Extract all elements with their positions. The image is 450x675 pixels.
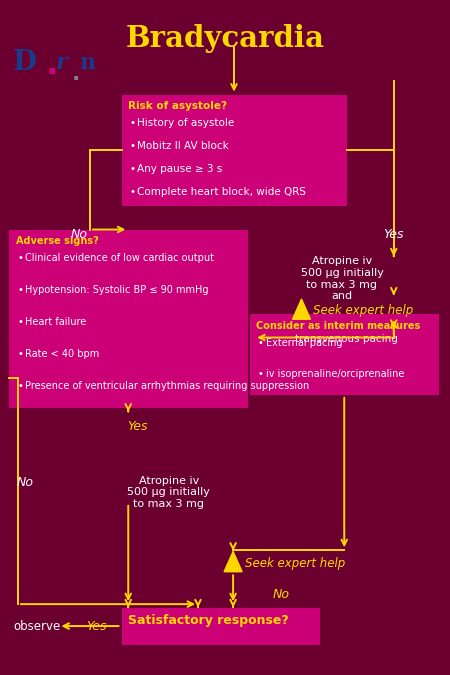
Text: Adverse signs?: Adverse signs? xyxy=(16,236,99,246)
Text: Atropine iv
500 μg initially
to max 3 mg
and: Atropine iv 500 μg initially to max 3 mg… xyxy=(301,256,383,301)
Text: Seek expert help: Seek expert help xyxy=(245,557,346,570)
Text: No: No xyxy=(273,587,290,601)
Text: •: • xyxy=(258,369,264,379)
Text: Seek expert help: Seek expert help xyxy=(313,304,413,317)
Text: Complete heart block, wide QRS: Complete heart block, wide QRS xyxy=(137,188,306,198)
Text: •: • xyxy=(130,141,135,151)
Text: •: • xyxy=(17,253,23,263)
Text: History of asystole: History of asystole xyxy=(137,118,234,128)
Text: No: No xyxy=(16,476,33,489)
Text: •: • xyxy=(130,188,135,198)
FancyBboxPatch shape xyxy=(9,230,248,408)
Text: Rate < 40 bpm: Rate < 40 bpm xyxy=(25,349,99,359)
Text: External pacing: External pacing xyxy=(266,338,342,348)
Text: Risk of asystole?: Risk of asystole? xyxy=(128,101,227,111)
Text: iv isoprenaline/orciprenaline: iv isoprenaline/orciprenaline xyxy=(266,369,404,379)
Text: Presence of ventricular arrhythmias requiring suppression: Presence of ventricular arrhythmias requ… xyxy=(25,381,309,391)
Text: •: • xyxy=(130,118,135,128)
Text: Mobitz II AV block: Mobitz II AV block xyxy=(137,141,229,151)
Text: Clinical evidence of low cardiac output: Clinical evidence of low cardiac output xyxy=(25,253,214,263)
Text: Satisfactory response?: Satisfactory response? xyxy=(128,614,289,627)
Text: transvenous pacing: transvenous pacing xyxy=(295,334,398,344)
Polygon shape xyxy=(292,299,310,319)
Text: •: • xyxy=(17,317,23,327)
FancyBboxPatch shape xyxy=(122,95,346,206)
Text: Yes: Yes xyxy=(86,620,107,633)
Polygon shape xyxy=(224,551,242,572)
Text: Any pause ≥ 3 s: Any pause ≥ 3 s xyxy=(137,165,222,174)
Text: No: No xyxy=(70,227,87,241)
Text: •: • xyxy=(130,165,135,174)
FancyBboxPatch shape xyxy=(250,314,439,395)
FancyBboxPatch shape xyxy=(122,608,320,645)
Text: Hypotension: Systolic BP ≤ 90 mmHg: Hypotension: Systolic BP ≤ 90 mmHg xyxy=(25,285,208,295)
Text: •: • xyxy=(17,381,23,391)
Text: Heart failure: Heart failure xyxy=(25,317,86,327)
Text: •: • xyxy=(17,349,23,359)
Text: •: • xyxy=(17,285,23,295)
Text: observe: observe xyxy=(14,620,61,633)
Text: •: • xyxy=(258,338,264,348)
Text: Atropine iv
500 μg initially
to max 3 mg: Atropine iv 500 μg initially to max 3 mg xyxy=(127,476,210,509)
Text: Consider as interim measures: Consider as interim measures xyxy=(256,321,421,331)
Text: Bradycardia: Bradycardia xyxy=(126,24,324,53)
Text: Yes: Yes xyxy=(127,420,148,433)
Text: Yes: Yes xyxy=(383,227,404,241)
